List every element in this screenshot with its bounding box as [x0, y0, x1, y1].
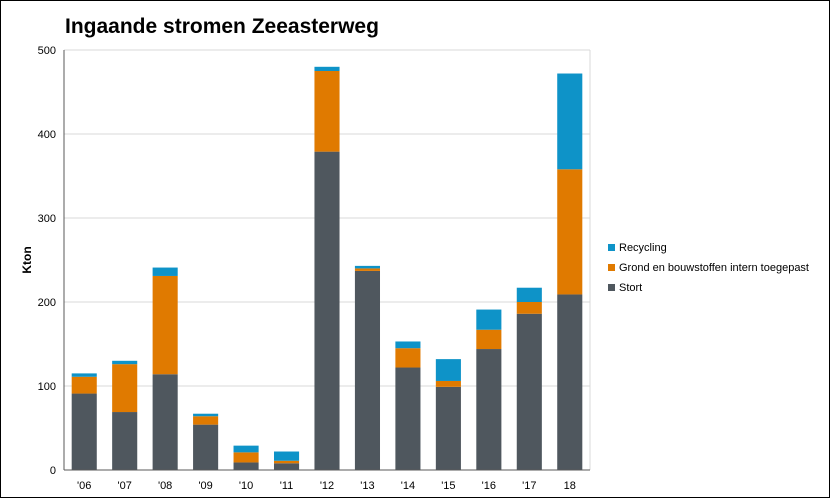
- x-tick-label: '13: [360, 480, 374, 492]
- bar-segment: [395, 341, 421, 349]
- bar-segment: [354, 265, 381, 269]
- bar-segment: [516, 313, 542, 470]
- legend: Recycling Grond en bouwstoffen intern toe…: [608, 242, 809, 294]
- bar-segment: [152, 267, 178, 276]
- x-tick-label: '06: [77, 480, 91, 492]
- y-tick-label: 500: [38, 45, 56, 57]
- bars: [71, 66, 583, 470]
- y-tick-label: 100: [38, 381, 56, 393]
- x-tick-label: '11: [280, 480, 294, 492]
- bar-segment: [395, 367, 421, 470]
- bar-segment: [71, 376, 97, 394]
- bar-segment: [193, 413, 219, 417]
- bar-segment: [233, 452, 259, 463]
- bar-segment: [557, 294, 583, 470]
- bar-segment: [314, 71, 340, 152]
- bar-segment: [395, 348, 421, 368]
- x-tick-label: '09: [198, 480, 212, 492]
- chart-title: Ingaande stromen Zeeasterweg: [65, 15, 379, 38]
- x-tick-label: '16: [482, 480, 496, 492]
- legend-swatch: [608, 244, 615, 251]
- bar-segment: [112, 360, 138, 365]
- bar-segment: [273, 460, 300, 464]
- legend-swatch: [608, 264, 615, 271]
- axes: 0 100 200 300 400 500 Kton '06 '07 '08 '09 '10 '11 '1…: [20, 45, 590, 492]
- y-tick-label: 300: [38, 213, 56, 225]
- bar-segment: [516, 302, 542, 314]
- bar-segment: [557, 169, 583, 295]
- legend-label: Recycling: [619, 242, 667, 254]
- legend-swatch: [608, 284, 615, 291]
- legend-label: Grond en bouwstoffen intern toegepast: [619, 262, 809, 274]
- bar-segment: [476, 309, 502, 330]
- x-tick-label: '10: [239, 480, 253, 492]
- bar-segment: [112, 364, 138, 413]
- bar-segment: [476, 349, 502, 470]
- y-tick-label: 400: [38, 129, 56, 141]
- y-tick-label: 0: [50, 465, 56, 477]
- bar-segment: [314, 66, 340, 71]
- bar-segment: [435, 359, 461, 381]
- x-tick-label: '07: [118, 480, 132, 492]
- bar-segment: [152, 275, 178, 375]
- bar-segment: [476, 329, 502, 350]
- x-tick-label: '17: [522, 480, 536, 492]
- bar-segment: [273, 463, 300, 470]
- bar-segment: [193, 424, 219, 470]
- bar-segment: [233, 462, 259, 470]
- bar-segment: [273, 451, 300, 461]
- bar-segment: [193, 416, 219, 425]
- bar-segment: [112, 412, 138, 470]
- bar-segment: [354, 270, 381, 470]
- bar-segment: [314, 151, 340, 470]
- bar-segment: [557, 73, 583, 170]
- bar-segment: [71, 393, 97, 470]
- bar-segment: [435, 386, 461, 470]
- x-tick-label: '08: [158, 480, 172, 492]
- x-tick-label: '12: [320, 480, 334, 492]
- y-tick-label: 200: [38, 297, 56, 309]
- x-tick-label: 18: [564, 480, 576, 492]
- legend-label: Stort: [619, 282, 642, 294]
- bar-segment: [435, 380, 461, 387]
- bar-segment: [354, 268, 381, 271]
- bar-segment: [233, 445, 259, 453]
- bar-segment: [516, 287, 542, 302]
- x-tick-label: '15: [441, 480, 455, 492]
- x-tick-label: '14: [401, 480, 415, 492]
- y-axis-title: Kton: [20, 246, 34, 273]
- bar-segment: [71, 373, 97, 377]
- bar-segment: [152, 374, 178, 470]
